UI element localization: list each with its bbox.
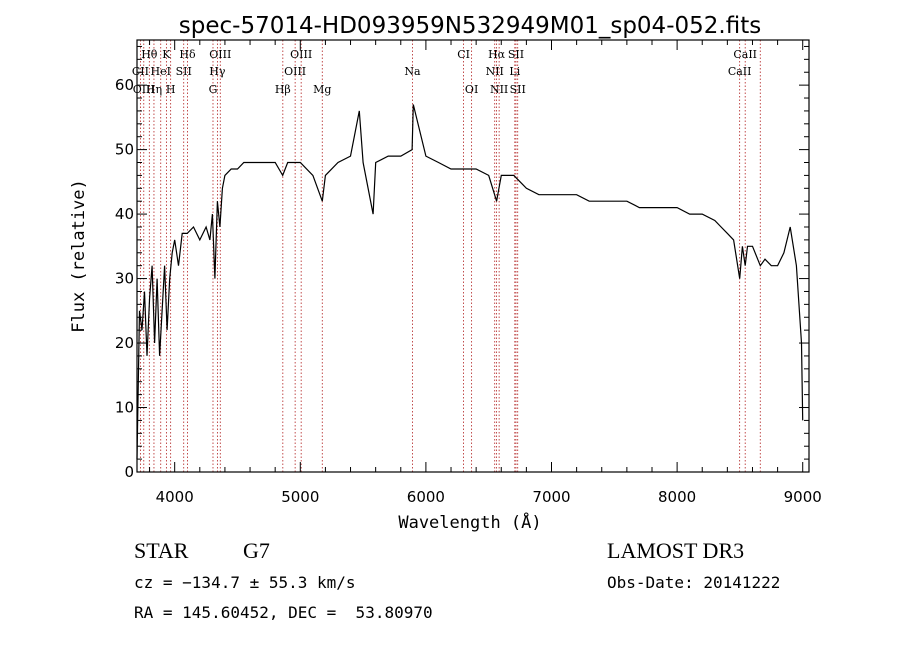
line-label: NII	[490, 83, 508, 96]
line-label: Hθ	[141, 48, 158, 61]
line-label: Hβ	[275, 83, 291, 96]
y-tick-label: 0	[124, 463, 134, 481]
line-label: OI	[465, 83, 478, 96]
x-tick-label: 7000	[532, 488, 570, 506]
x-tick-label: 8000	[658, 488, 696, 506]
line-label: SII	[176, 65, 192, 78]
x-axis: 4000 5000 6000 7000 8000 9000	[149, 40, 822, 506]
x-tick-label: 9000	[784, 488, 822, 506]
line-label: CII	[132, 65, 149, 78]
line-label: Na	[404, 65, 421, 78]
line-label: CaII	[728, 65, 752, 78]
y-tick-label: 60	[115, 76, 134, 94]
line-label: Li	[509, 65, 520, 78]
line-label: Mg	[313, 83, 331, 96]
line-label: G	[209, 83, 218, 96]
line-label: HeI	[151, 65, 171, 78]
y-tick-label: 30	[115, 270, 134, 288]
redshift-text: cz = −134.7 ± 55.3 km/s	[134, 573, 356, 592]
y-tick-label: 40	[115, 205, 134, 223]
y-tick-label: 20	[115, 334, 134, 352]
line-label: SII	[508, 48, 524, 61]
object-class: STAR	[134, 538, 189, 563]
line-label: H	[166, 83, 176, 96]
y-axis-label: Flux (relative)	[69, 179, 89, 333]
line-label: CaII	[733, 48, 757, 61]
line-label: OIII	[209, 48, 231, 61]
line-label: OIII	[284, 65, 306, 78]
line-label: Hδ	[179, 48, 196, 61]
y-axis: 0 10 20 30 40 50 60	[115, 45, 809, 481]
obs-date: Obs-Date: 20141222	[607, 573, 781, 592]
y-tick-label: 10	[115, 399, 134, 417]
line-label: CI	[457, 48, 470, 61]
spectral-subclass: G7	[243, 538, 270, 563]
line-label: OIII	[290, 48, 312, 61]
line-label: SII	[510, 83, 526, 96]
x-axis-label: Wavelength (Å)	[398, 511, 541, 533]
line-label: Hγ	[209, 65, 226, 78]
x-tick-label: 4000	[156, 488, 194, 506]
spectrum-line	[136, 104, 804, 460]
x-tick-label: 6000	[407, 488, 445, 506]
x-tick-label: 5000	[281, 488, 319, 506]
survey-name: LAMOST DR3	[607, 538, 745, 563]
emission-line-markers	[139, 40, 761, 472]
line-label: CaII	[748, 0, 772, 3]
line-label: OIII	[133, 83, 155, 96]
line-label: NII	[486, 65, 504, 78]
coordinates: RA = 145.60452, DEC = 53.80970	[134, 603, 433, 622]
line-label: Hα	[488, 48, 506, 61]
chart-title: spec-57014-HD093959N532949M01_sp04-052.f…	[179, 13, 761, 39]
line-label: Hη	[146, 83, 162, 96]
line-label: K	[162, 48, 171, 61]
plot-frame	[136, 39, 810, 473]
y-tick-label: 50	[115, 141, 134, 159]
